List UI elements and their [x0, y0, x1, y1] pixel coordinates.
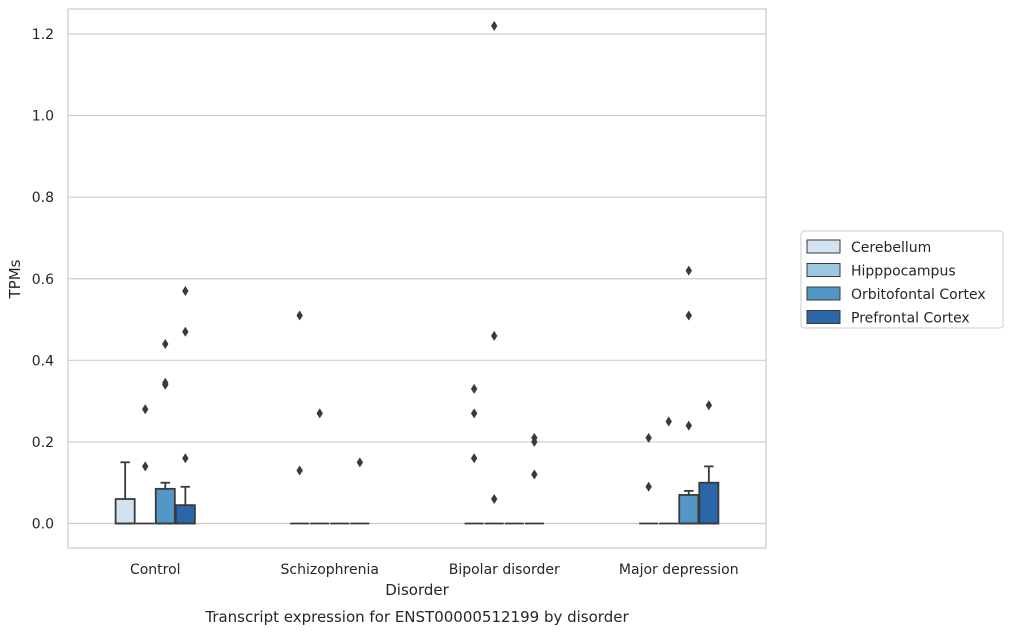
outlier-point	[470, 383, 478, 394]
outlier-point	[491, 20, 498, 31]
outlier-point	[470, 408, 478, 419]
box	[698, 481, 720, 525]
x-tick-label: Control	[130, 562, 181, 578]
legend-swatch	[806, 263, 841, 277]
outlier-point	[645, 481, 652, 492]
legend-swatch	[806, 239, 841, 254]
x-tick-label: Bipolar disorder	[449, 562, 560, 578]
box	[678, 494, 700, 525]
outlier-point	[685, 265, 692, 276]
legend: Cerebellum Hipppocampus Orbitofontal Corte…	[800, 230, 1004, 329]
y-axis-ticks: 0.0 0.2 0.4 0.6 0.8 1.0 1.2	[32, 27, 54, 533]
plot-frame	[67, 8, 767, 549]
legend-label: Orbitofontal Cortex	[851, 287, 986, 303]
legend-frame	[800, 230, 1004, 329]
outlier-point	[531, 469, 538, 480]
box	[154, 487, 176, 525]
x-axis-label: Disorder	[385, 581, 449, 599]
outlier-point	[470, 453, 478, 464]
series-prefrontal-cortex	[174, 285, 720, 525]
outlier-point	[182, 453, 189, 464]
series-orbitofontal-cortex	[154, 265, 700, 525]
y-tick-label: 1.0	[32, 109, 54, 125]
y-tick-label: 0.2	[32, 435, 54, 451]
box	[114, 498, 136, 525]
outlier-point	[142, 461, 149, 472]
outlier-point	[645, 432, 652, 443]
box	[174, 504, 196, 525]
legend-swatch	[806, 310, 841, 324]
legend-label: Cerebellum	[851, 240, 931, 256]
legend-swatch	[806, 286, 841, 301]
outlier-point	[162, 377, 169, 388]
grid-lines	[68, 33, 766, 525]
y-tick-label: 0.4	[32, 353, 54, 369]
legend-label: Prefrontal Cortex	[851, 311, 970, 327]
outlier-point	[142, 404, 149, 415]
x-axis-ticks: Control Schizophrenia Bipolar disorder Majo…	[130, 562, 739, 578]
outlier-point	[296, 310, 303, 321]
outlier-point	[665, 416, 672, 427]
outlier-point	[491, 494, 498, 505]
series-hipppocampus	[135, 20, 679, 525]
outlier-point	[356, 457, 364, 468]
outlier-point	[685, 310, 692, 321]
chart-caption: Transcript expression for ENST0000051219…	[204, 608, 629, 626]
y-tick-label: 0.0	[32, 517, 54, 533]
outlier-point	[316, 408, 323, 419]
y-tick-label: 0.6	[32, 272, 54, 288]
box-plot-series	[114, 20, 720, 525]
outlier-point	[531, 436, 538, 447]
y-tick-label: 0.8	[32, 190, 54, 206]
outlier-point	[685, 420, 692, 431]
x-tick-label: Schizophrenia	[281, 562, 379, 578]
y-axis-label: TPMs	[6, 259, 24, 299]
outlier-point	[705, 400, 713, 411]
series-cerebellum	[114, 310, 659, 525]
y-tick-label: 1.2	[32, 27, 54, 43]
outlier-point	[182, 326, 189, 337]
outlier-point	[491, 330, 498, 341]
outlier-point	[182, 285, 189, 296]
legend-label: Hipppocampus	[851, 264, 956, 280]
x-tick-label: Major depression	[619, 562, 739, 578]
outlier-point	[162, 339, 169, 350]
outlier-point	[296, 465, 303, 476]
